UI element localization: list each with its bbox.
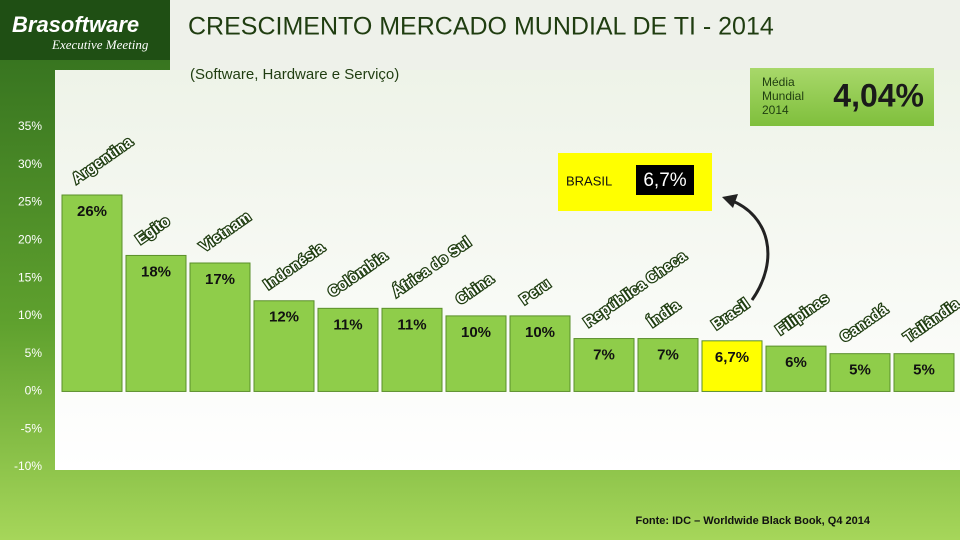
- brasil-label: BRASIL: [566, 173, 612, 188]
- y-tick-label: 0%: [25, 384, 43, 398]
- bar: [829, 353, 891, 392]
- value-label: 18%: [141, 263, 171, 280]
- logo: Brasoftware: [12, 12, 139, 37]
- value-label: 7%: [657, 347, 679, 364]
- value-label: 11%: [333, 316, 362, 333]
- brasil-value-box: [636, 165, 694, 195]
- y-tick-label: 35%: [18, 119, 42, 133]
- bar: [573, 338, 635, 392]
- bar: [893, 353, 955, 392]
- arrow-head: [722, 194, 738, 208]
- value-label: 17%: [205, 271, 235, 288]
- source: Fonte: IDC – Worldwide Black Book, Q4 20…: [635, 515, 870, 527]
- bar: [189, 262, 251, 392]
- y-tick-label: -10%: [14, 459, 42, 473]
- world-average-box: [750, 68, 934, 126]
- logo-box: [0, 0, 170, 60]
- world-average-value: 4,04%: [833, 77, 924, 113]
- chart-title: CRESCIMENTO MERCADO MUNDIAL DE TI - 2014: [188, 13, 774, 41]
- y-tick-label: 5%: [25, 346, 43, 360]
- y-tick-label: 20%: [18, 233, 42, 247]
- bar: [637, 338, 699, 392]
- bar: [445, 315, 507, 392]
- y-tick-label: 30%: [18, 157, 42, 171]
- brasil-value: 6,7%: [643, 170, 686, 191]
- value-label: 6%: [785, 354, 807, 371]
- y-tick-label: 25%: [18, 195, 42, 209]
- value-label: 11%: [397, 316, 426, 333]
- value-label: 10%: [461, 324, 491, 341]
- y-tick-label: -5%: [21, 421, 43, 435]
- value-label: 12%: [269, 309, 299, 326]
- bar: [125, 254, 187, 392]
- value-label: 6,7%: [715, 349, 749, 366]
- value-label: 7%: [593, 347, 615, 364]
- title-band: [170, 0, 960, 70]
- world-average-label: Mundial: [762, 89, 804, 103]
- y-tick-label: 10%: [18, 308, 42, 322]
- value-label: 26%: [77, 203, 107, 220]
- value-label: 5%: [913, 362, 935, 379]
- arrow: [729, 198, 770, 301]
- subtitle: (Software, Hardware e Serviço): [190, 66, 399, 83]
- bar: [381, 307, 443, 392]
- bar: [317, 307, 379, 392]
- bar: [765, 345, 827, 392]
- bar: [253, 300, 315, 392]
- bar: [509, 315, 571, 392]
- value-label: 5%: [849, 362, 871, 379]
- y-tick-label: 15%: [18, 270, 42, 284]
- world-average-label: 2014: [762, 103, 789, 117]
- logo-tagline: Executive Meeting: [51, 37, 149, 52]
- bar: [701, 340, 763, 392]
- world-average-label: Média: [762, 75, 795, 89]
- bar: [61, 194, 123, 392]
- value-label: 10%: [525, 324, 555, 341]
